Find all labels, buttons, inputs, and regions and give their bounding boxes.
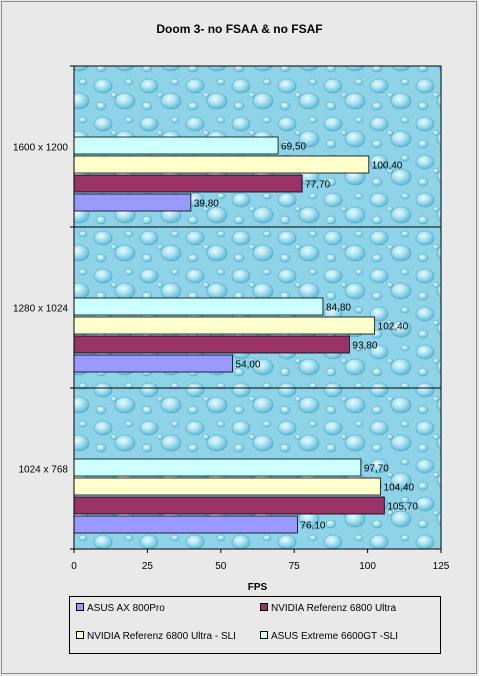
data-label-nvidia-referenz-6800-ultra-1024-x-768: 105,70 [387, 502, 418, 513]
x-tick-label: 125 [433, 561, 450, 572]
legend-label: NVIDIA Referenz 6800 Ultra [271, 603, 397, 614]
data-label-asus-ax-800pro-1600-x-1200: 39,80 [194, 199, 219, 210]
data-label-asus-ax-800pro-1024-x-768: 76,10 [300, 521, 325, 532]
legend-swatch [76, 631, 84, 640]
bar-asus-ax-800pro-1024-x-768 [73, 515, 298, 534]
bar-nvidia-referenz-6800-ultra-1600-x-1200 [73, 174, 303, 193]
legend-swatch [260, 631, 268, 640]
bar-asus-extreme-6600gt-sli-1600-x-1200 [73, 136, 279, 155]
legend-label: ASUS Extreme 6600GT -SLI [271, 631, 399, 642]
data-label-nvidia-referenz-6800-ultra-sli-1280-x-1024: 102,40 [378, 322, 409, 333]
x-tick-label: 75 [289, 561, 301, 572]
bar-asus-extreme-6600gt-sli-1280-x-1024 [73, 297, 324, 316]
bar-asus-ax-800pro-1600-x-1200 [73, 193, 192, 212]
bar-nvidia-referenz-6800-ultra-sli-1600-x-1200 [73, 155, 370, 174]
plot-border [73, 65, 442, 550]
legend-label: ASUS AX 800Pro [87, 603, 165, 614]
x-tick-label: 50 [215, 561, 227, 572]
data-label-asus-extreme-6600gt-sli-1600-x-1200: 69,50 [281, 142, 306, 153]
x-axis-title: FPS [248, 582, 268, 593]
bar-asus-ax-800pro-1280-x-1024 [73, 354, 233, 373]
chart-title: Doom 3- no FSAA & no FSAF [156, 22, 323, 36]
data-label-nvidia-referenz-6800-ultra-sli-1600-x-1200: 100,40 [372, 161, 403, 172]
bar-nvidia-referenz-6800-ultra-1024-x-768 [73, 496, 385, 515]
legend-item-nvidia-referenz-6800-ultra-sli: NVIDIA Referenz 6800 Ultra - SLI [76, 631, 236, 643]
data-label-asus-extreme-6600gt-sli-1280-x-1024: 84,80 [326, 303, 351, 314]
legend-item-nvidia-referenz-6800-ultra: NVIDIA Referenz 6800 Ultra [260, 603, 396, 615]
bar-nvidia-referenz-6800-ultra-sli-1280-x-1024 [73, 316, 376, 335]
category-label-1600-x-1200: 1600 x 1200 [13, 143, 68, 154]
category-label-1024-x-768: 1024 x 768 [19, 465, 69, 476]
legend-label: NVIDIA Referenz 6800 Ultra - SLI [87, 631, 236, 642]
bar-nvidia-referenz-6800-ultra-1280-x-1024 [73, 335, 350, 354]
x-tick-label: 25 [142, 561, 154, 572]
legend-swatch [76, 603, 84, 612]
legend-item-asus-ax-800pro: ASUS AX 800Pro [76, 603, 165, 615]
data-label-asus-extreme-6600gt-sli-1024-x-768: 97,70 [364, 464, 389, 475]
axes: 1600 x 1200 1280 x 1024 1024 x 768 0 25 50 75 1… [13, 65, 450, 572]
data-label-nvidia-referenz-6800-ultra-1280-x-1024: 93,80 [352, 341, 377, 352]
legend: ASUS AX 800Pro NVIDIA Referenz 6800 Ultra… [69, 596, 441, 654]
data-label-nvidia-referenz-6800-ultra-1600-x-1200: 77,70 [305, 180, 330, 191]
legend-item-asus-extreme-6600gt-sli: ASUS Extreme 6600GT -SLI [260, 631, 398, 643]
category-label-1280-x-1024: 1280 x 1024 [13, 304, 68, 315]
bar-asus-extreme-6600gt-sli-1024-x-768 [73, 458, 362, 477]
bar-nvidia-referenz-6800-ultra-sli-1024-x-768 [73, 477, 381, 496]
data-label-nvidia-referenz-6800-ultra-sli-1024-x-768: 104,40 [384, 483, 415, 494]
legend-swatch [260, 603, 268, 612]
x-tick-label: 0 [71, 561, 77, 572]
data-label-asus-ax-800pro-1280-x-1024: 54,00 [236, 360, 261, 371]
x-tick-label: 100 [359, 561, 376, 572]
